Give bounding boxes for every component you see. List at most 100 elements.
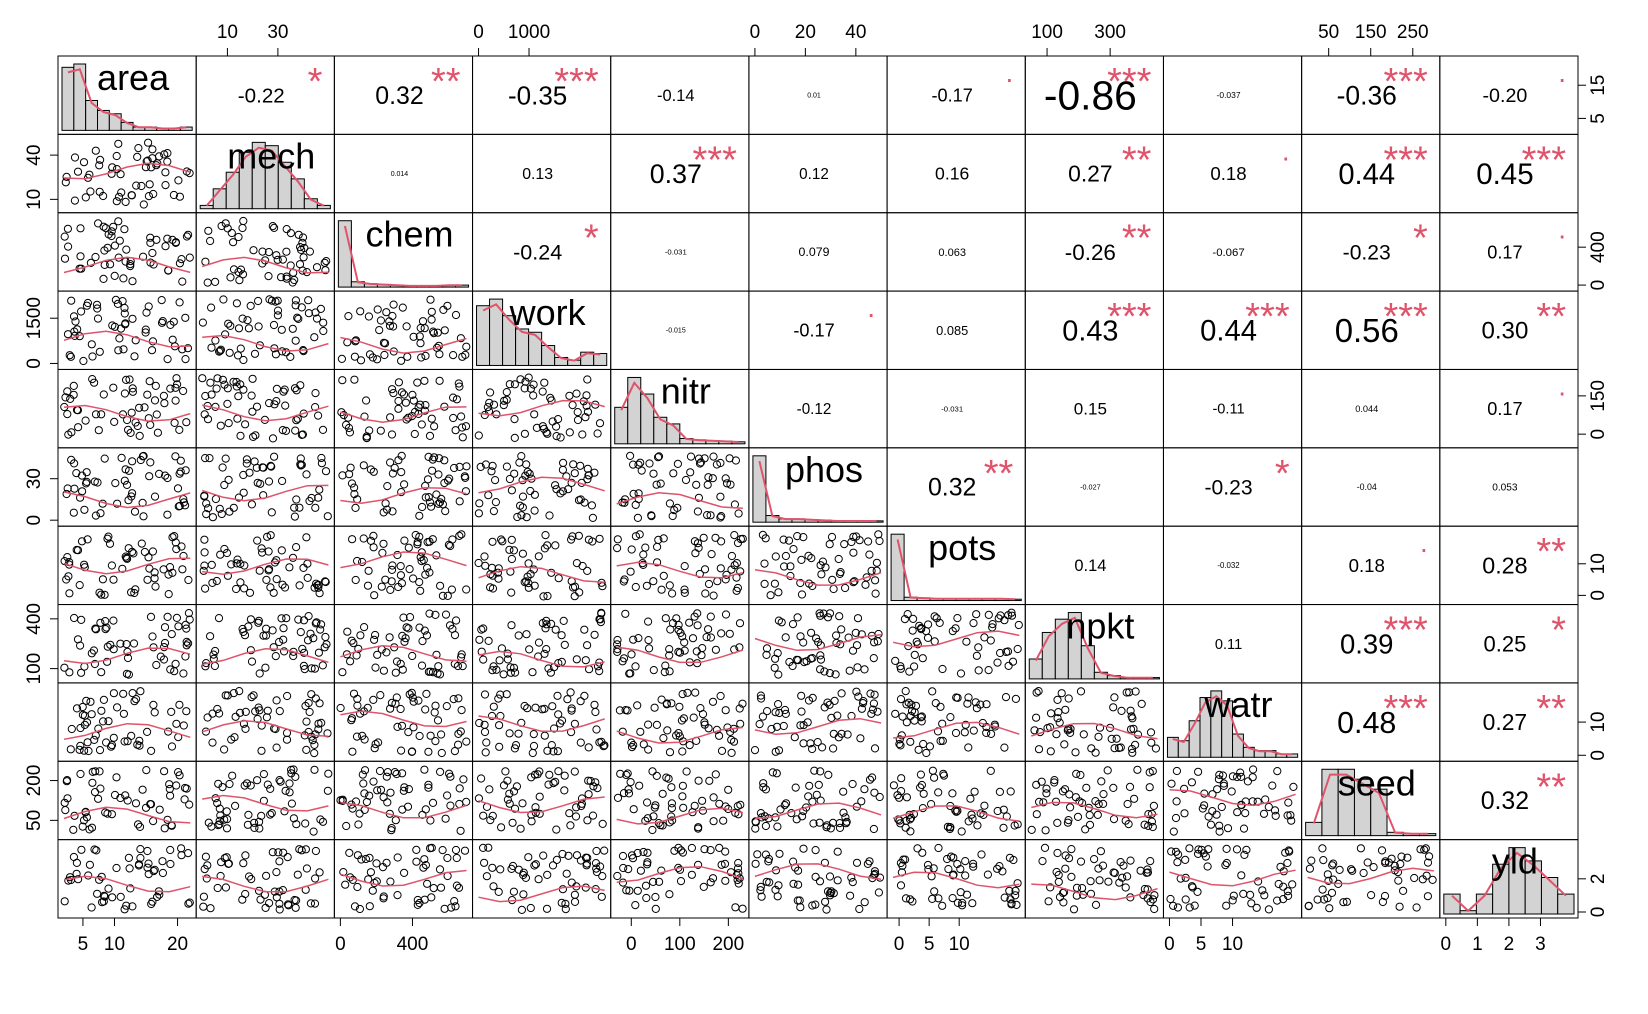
scatter-point [248, 407, 257, 416]
scatter-point [1011, 891, 1020, 900]
scatter-point [113, 703, 122, 712]
scatter-point [649, 877, 658, 887]
scatter-point [431, 610, 440, 620]
scatter-point [634, 634, 643, 643]
scatter-point [678, 792, 687, 801]
scatter-point [870, 867, 880, 876]
scatter-point [1283, 858, 1292, 868]
scatter-point [158, 868, 167, 878]
scatter-point [683, 688, 692, 697]
scatter-point [624, 789, 634, 798]
scatter-point [1399, 886, 1408, 896]
scatter-point [356, 356, 366, 365]
scatter-point [896, 695, 906, 704]
scatter-point [522, 513, 531, 522]
scatter-point [675, 865, 685, 874]
axis-tick-label: 20 [167, 934, 188, 955]
scatter-point [111, 295, 121, 304]
scatter-point [703, 480, 712, 489]
scatter-point [492, 410, 501, 419]
significance-stars: *** [554, 61, 599, 103]
scatter-point [487, 711, 497, 721]
scatter-point [245, 588, 255, 597]
scatter-point [732, 559, 742, 568]
scatter-point [1000, 743, 1009, 752]
scatter-point [587, 501, 597, 510]
scatter-point [799, 739, 808, 748]
scatter-point [761, 534, 770, 543]
scatter-point [781, 633, 790, 642]
scatter-point [370, 591, 379, 600]
scatter-point [906, 827, 915, 836]
scatter-point [654, 453, 663, 462]
scatter-point [310, 749, 319, 758]
scatter-point [538, 705, 547, 714]
significance-stars: . [1005, 57, 1013, 88]
scatter-point [1347, 865, 1356, 874]
scatter-point [1107, 734, 1116, 744]
scatter-point [150, 492, 160, 501]
scatter-point [303, 636, 313, 645]
scatter-point [112, 197, 121, 206]
correlation-value: -0.031 [665, 248, 687, 257]
scatter-point [400, 480, 409, 489]
scatter-point [199, 892, 208, 901]
scatter-point [626, 669, 635, 678]
scatter-point [489, 507, 498, 516]
scatter-point [822, 905, 831, 914]
scatter-point [977, 850, 986, 859]
scatter-point [314, 725, 323, 734]
scatter-point [451, 845, 461, 855]
scatter-point [925, 742, 935, 751]
scatter-point [314, 648, 323, 657]
scatter-point [320, 258, 329, 267]
scatter-point [376, 426, 385, 435]
scatter-point [690, 612, 699, 621]
scatter-point [891, 709, 900, 718]
scatter-point [247, 657, 257, 666]
scatter-point [530, 490, 540, 499]
scatter-point [280, 583, 290, 592]
scatter-point [811, 900, 820, 909]
significance-stars: . [1282, 135, 1290, 166]
scatter-point [178, 277, 187, 286]
scatter-point [480, 720, 489, 729]
axis-tick-label: 1500 [24, 297, 45, 339]
scatter-point [134, 820, 143, 829]
scatter-point [480, 727, 490, 737]
scatter-point [229, 265, 239, 274]
scatter-point [916, 783, 925, 792]
scatter-point [373, 650, 382, 659]
scatter-point [999, 823, 1008, 832]
scatter-point [80, 505, 89, 514]
scatter-point [653, 542, 662, 552]
scatter-point [215, 347, 224, 356]
scatter-point [171, 659, 180, 669]
scatter-point [396, 659, 405, 669]
scatter-point [1412, 903, 1421, 912]
scatter-point [1090, 855, 1099, 864]
scatter-point [147, 899, 156, 909]
scatter-point [279, 387, 288, 396]
scatter-point [580, 498, 589, 507]
scatter-point [254, 296, 263, 306]
density-curve [758, 460, 877, 522]
scatter-point [61, 806, 70, 815]
scatter-point [65, 351, 74, 360]
scatter-point [399, 390, 409, 399]
scatter-point [108, 321, 117, 330]
scatter-point [590, 630, 599, 639]
scatter-point [347, 479, 357, 488]
scatter-point [635, 781, 644, 790]
scatter-point [318, 425, 328, 434]
scatter-point [321, 632, 330, 642]
scatter-point [112, 773, 121, 782]
scatter-point [1094, 864, 1103, 873]
scatter-point [182, 232, 191, 241]
scatter-point [644, 745, 653, 754]
histogram-bar [541, 345, 556, 366]
scatter-point [507, 621, 516, 630]
scatter-point [1012, 900, 1021, 910]
scatter-point [905, 815, 915, 824]
correlation-value: -0.26 [1065, 240, 1116, 265]
